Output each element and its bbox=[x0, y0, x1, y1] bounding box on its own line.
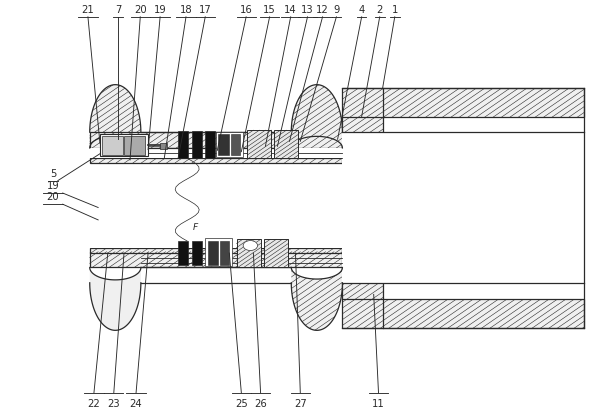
Bar bbox=[90, 147, 343, 158]
Bar bbox=[124, 136, 145, 154]
Text: 9: 9 bbox=[333, 5, 339, 15]
Text: 22: 22 bbox=[87, 398, 100, 409]
Bar bbox=[231, 134, 240, 155]
Circle shape bbox=[243, 241, 257, 251]
Bar bbox=[205, 238, 232, 266]
Polygon shape bbox=[291, 268, 343, 330]
Bar bbox=[264, 239, 288, 268]
Polygon shape bbox=[90, 268, 141, 330]
Bar bbox=[90, 252, 343, 268]
Text: 7: 7 bbox=[115, 5, 121, 15]
Bar bbox=[178, 241, 188, 266]
Bar bbox=[90, 158, 343, 163]
Bar bbox=[100, 134, 148, 156]
Text: 19: 19 bbox=[46, 181, 60, 191]
Bar bbox=[343, 132, 584, 283]
Bar bbox=[90, 132, 343, 148]
Bar bbox=[236, 239, 260, 268]
Text: 13: 13 bbox=[302, 5, 314, 15]
Polygon shape bbox=[343, 88, 584, 148]
Text: 20: 20 bbox=[46, 192, 59, 202]
Text: 27: 27 bbox=[294, 398, 307, 409]
Bar bbox=[178, 132, 188, 158]
Bar bbox=[216, 132, 243, 156]
Text: 2: 2 bbox=[376, 5, 383, 15]
Text: 26: 26 bbox=[254, 398, 267, 409]
Text: 4: 4 bbox=[359, 5, 365, 15]
Text: 12: 12 bbox=[316, 5, 329, 15]
Bar bbox=[160, 143, 168, 149]
Bar bbox=[247, 130, 271, 158]
Text: F: F bbox=[193, 223, 198, 232]
Bar bbox=[274, 130, 298, 158]
Bar bbox=[192, 241, 201, 266]
Text: 21: 21 bbox=[81, 5, 94, 15]
Text: 18: 18 bbox=[180, 5, 192, 15]
Polygon shape bbox=[291, 85, 343, 148]
Text: 1: 1 bbox=[391, 5, 398, 15]
Bar bbox=[102, 136, 123, 154]
Text: 17: 17 bbox=[199, 5, 212, 15]
Bar bbox=[205, 132, 215, 158]
Bar bbox=[207, 241, 218, 265]
Polygon shape bbox=[343, 268, 584, 328]
Bar bbox=[192, 132, 201, 158]
Text: 16: 16 bbox=[240, 5, 253, 15]
Bar bbox=[90, 248, 343, 253]
Bar bbox=[220, 241, 229, 265]
Text: 14: 14 bbox=[285, 5, 297, 15]
Text: 11: 11 bbox=[372, 398, 385, 409]
Text: 20: 20 bbox=[134, 5, 147, 15]
Polygon shape bbox=[90, 85, 141, 148]
Bar bbox=[218, 134, 229, 155]
Bar bbox=[90, 237, 343, 248]
Text: 23: 23 bbox=[107, 398, 120, 409]
Text: 19: 19 bbox=[154, 5, 166, 15]
Bar bbox=[61, 171, 398, 245]
Text: 5: 5 bbox=[50, 168, 56, 178]
Text: 15: 15 bbox=[264, 5, 276, 15]
Text: 24: 24 bbox=[130, 398, 142, 409]
Text: 25: 25 bbox=[235, 398, 248, 409]
